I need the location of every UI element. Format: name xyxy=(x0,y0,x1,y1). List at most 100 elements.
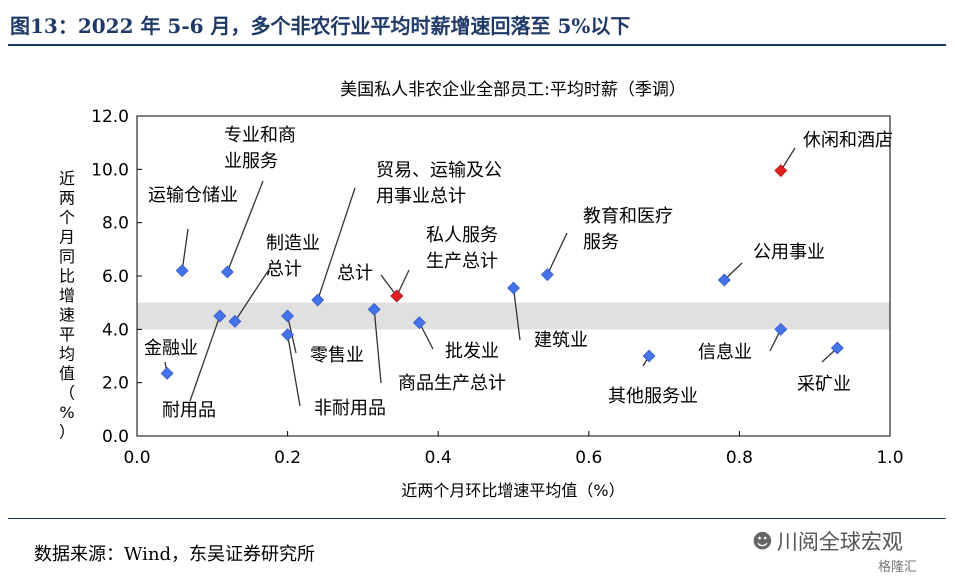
chart-title: 美国私人非农企业全部员工:平均时薪（季调） xyxy=(340,80,686,100)
data-point xyxy=(281,309,295,323)
leader-line xyxy=(181,228,189,271)
leader-line xyxy=(373,309,382,384)
watermark-text: 川阅全球宏观 xyxy=(776,530,903,554)
y-axis-label-char: 值 xyxy=(59,364,75,383)
point-label-line: 公用事业 xyxy=(753,242,825,263)
y-tick-label: 0.0 xyxy=(102,427,129,447)
point-label-line: 信息业 xyxy=(698,342,752,363)
top-rule xyxy=(8,44,946,46)
point-label-line: 运输仓储业 xyxy=(148,185,238,206)
y-axis-label-char: 月 xyxy=(59,228,75,247)
leader-line xyxy=(418,322,434,350)
point-label-line: 服务 xyxy=(583,232,619,253)
data-point xyxy=(774,322,788,336)
y-tick-label: 10.0 xyxy=(91,160,129,180)
data-point xyxy=(540,268,554,282)
point-label: 金融业 xyxy=(144,338,198,359)
y-tick-label: 4.0 xyxy=(102,320,129,340)
y-axis-label-char: 均 xyxy=(59,345,75,364)
data-point xyxy=(175,264,189,278)
point-label-line: 休闲和酒店 xyxy=(803,130,893,151)
point-label-line: 批发业 xyxy=(445,341,499,362)
data-point-highlight xyxy=(390,289,404,303)
point-label: 批发业 xyxy=(445,341,499,362)
y-tick-label: 12.0 xyxy=(91,107,129,127)
x-axis-label: 近两个月环比增速平均值（%） xyxy=(401,481,624,500)
point-label-line: 业服务 xyxy=(224,151,278,172)
data-point xyxy=(160,366,174,380)
point-label-line: 零售业 xyxy=(310,345,364,366)
x-tick-label: 0.6 xyxy=(575,448,602,468)
point-label-line: 贸易、运输及公 xyxy=(376,160,502,181)
data-point xyxy=(412,316,426,330)
leader-line xyxy=(512,287,521,341)
x-tick-label: 1.0 xyxy=(876,448,903,468)
point-label: 商品生产总计 xyxy=(398,373,506,394)
point-label-line: 私人服务 xyxy=(426,225,498,246)
data-point xyxy=(281,328,295,342)
data-point xyxy=(311,293,325,307)
point-label-line: 耐用品 xyxy=(162,400,216,421)
point-label-line: 用事业总计 xyxy=(376,186,466,207)
point-label-line: 总计 xyxy=(337,263,373,284)
x-tick-label: 0.4 xyxy=(425,448,452,468)
point-label: 休闲和酒店 xyxy=(803,130,893,151)
leader-line xyxy=(317,187,356,301)
data-point xyxy=(213,309,227,323)
x-tick-label: 0.2 xyxy=(274,448,301,468)
data-point xyxy=(507,281,520,295)
point-label-line: 专业和商 xyxy=(224,125,296,146)
leader-line xyxy=(546,232,568,275)
data-point xyxy=(220,265,234,279)
source-note: 数据来源：Wind，东吴证券研究所 xyxy=(34,544,316,565)
point-label-line: 商品生产总计 xyxy=(398,373,506,394)
point-label-line: 金融业 xyxy=(144,338,198,359)
point-label-line: 其他服务业 xyxy=(608,386,698,407)
data-point-highlight xyxy=(774,164,788,178)
x-tick-label: 0.8 xyxy=(726,448,753,468)
point-label: 耐用品 xyxy=(162,400,216,421)
leader-line xyxy=(189,315,221,402)
point-label: 非耐用品 xyxy=(314,398,386,419)
point-label: 公用事业 xyxy=(753,242,825,263)
y-axis-label-char: 近 xyxy=(59,169,75,188)
y-axis-label-char: 增 xyxy=(59,286,75,305)
band-4-5 xyxy=(137,302,890,330)
y-axis-label-char: 同 xyxy=(59,247,75,266)
point-label: 零售业 xyxy=(310,345,364,366)
y-axis-label-char: ） xyxy=(59,423,75,442)
watermark-sub: 格隆汇 xyxy=(876,556,920,575)
data-point xyxy=(830,341,844,355)
y-axis-label-char: 个 xyxy=(59,208,75,227)
y-axis-label-char: 比 xyxy=(59,267,75,286)
point-label: 采矿业 xyxy=(797,374,851,395)
y-tick-label: 6.0 xyxy=(102,267,129,287)
point-label-line: 非耐用品 xyxy=(314,398,386,419)
point-label-line: 制造业 xyxy=(266,233,320,254)
point-label-line: 总计 xyxy=(266,259,302,280)
point-label-line: 教育和医疗 xyxy=(583,206,673,227)
y-axis-label-char: % xyxy=(59,403,74,422)
point-label: 信息业 xyxy=(698,342,752,363)
data-point xyxy=(228,314,242,328)
point-label: 运输仓储业 xyxy=(148,185,238,206)
point-label: 总计 xyxy=(337,263,373,284)
wechat-icon: ☻ xyxy=(752,529,773,553)
point-label-line: 采矿业 xyxy=(797,374,851,395)
leader-line xyxy=(234,267,271,322)
leader-line xyxy=(286,334,301,407)
data-point xyxy=(642,349,656,363)
data-point xyxy=(717,273,731,287)
y-axis-label-char: 两 xyxy=(59,189,75,208)
point-label: 其他服务业 xyxy=(608,386,698,407)
point-label-line: 生产总计 xyxy=(426,251,498,272)
y-axis-label-char: 速 xyxy=(59,306,75,325)
figure-title: 图13：2022 年 5-6 月，多个非农行业平均时薪增速回落至 5%以下 xyxy=(10,14,631,38)
leader-line xyxy=(226,180,264,273)
